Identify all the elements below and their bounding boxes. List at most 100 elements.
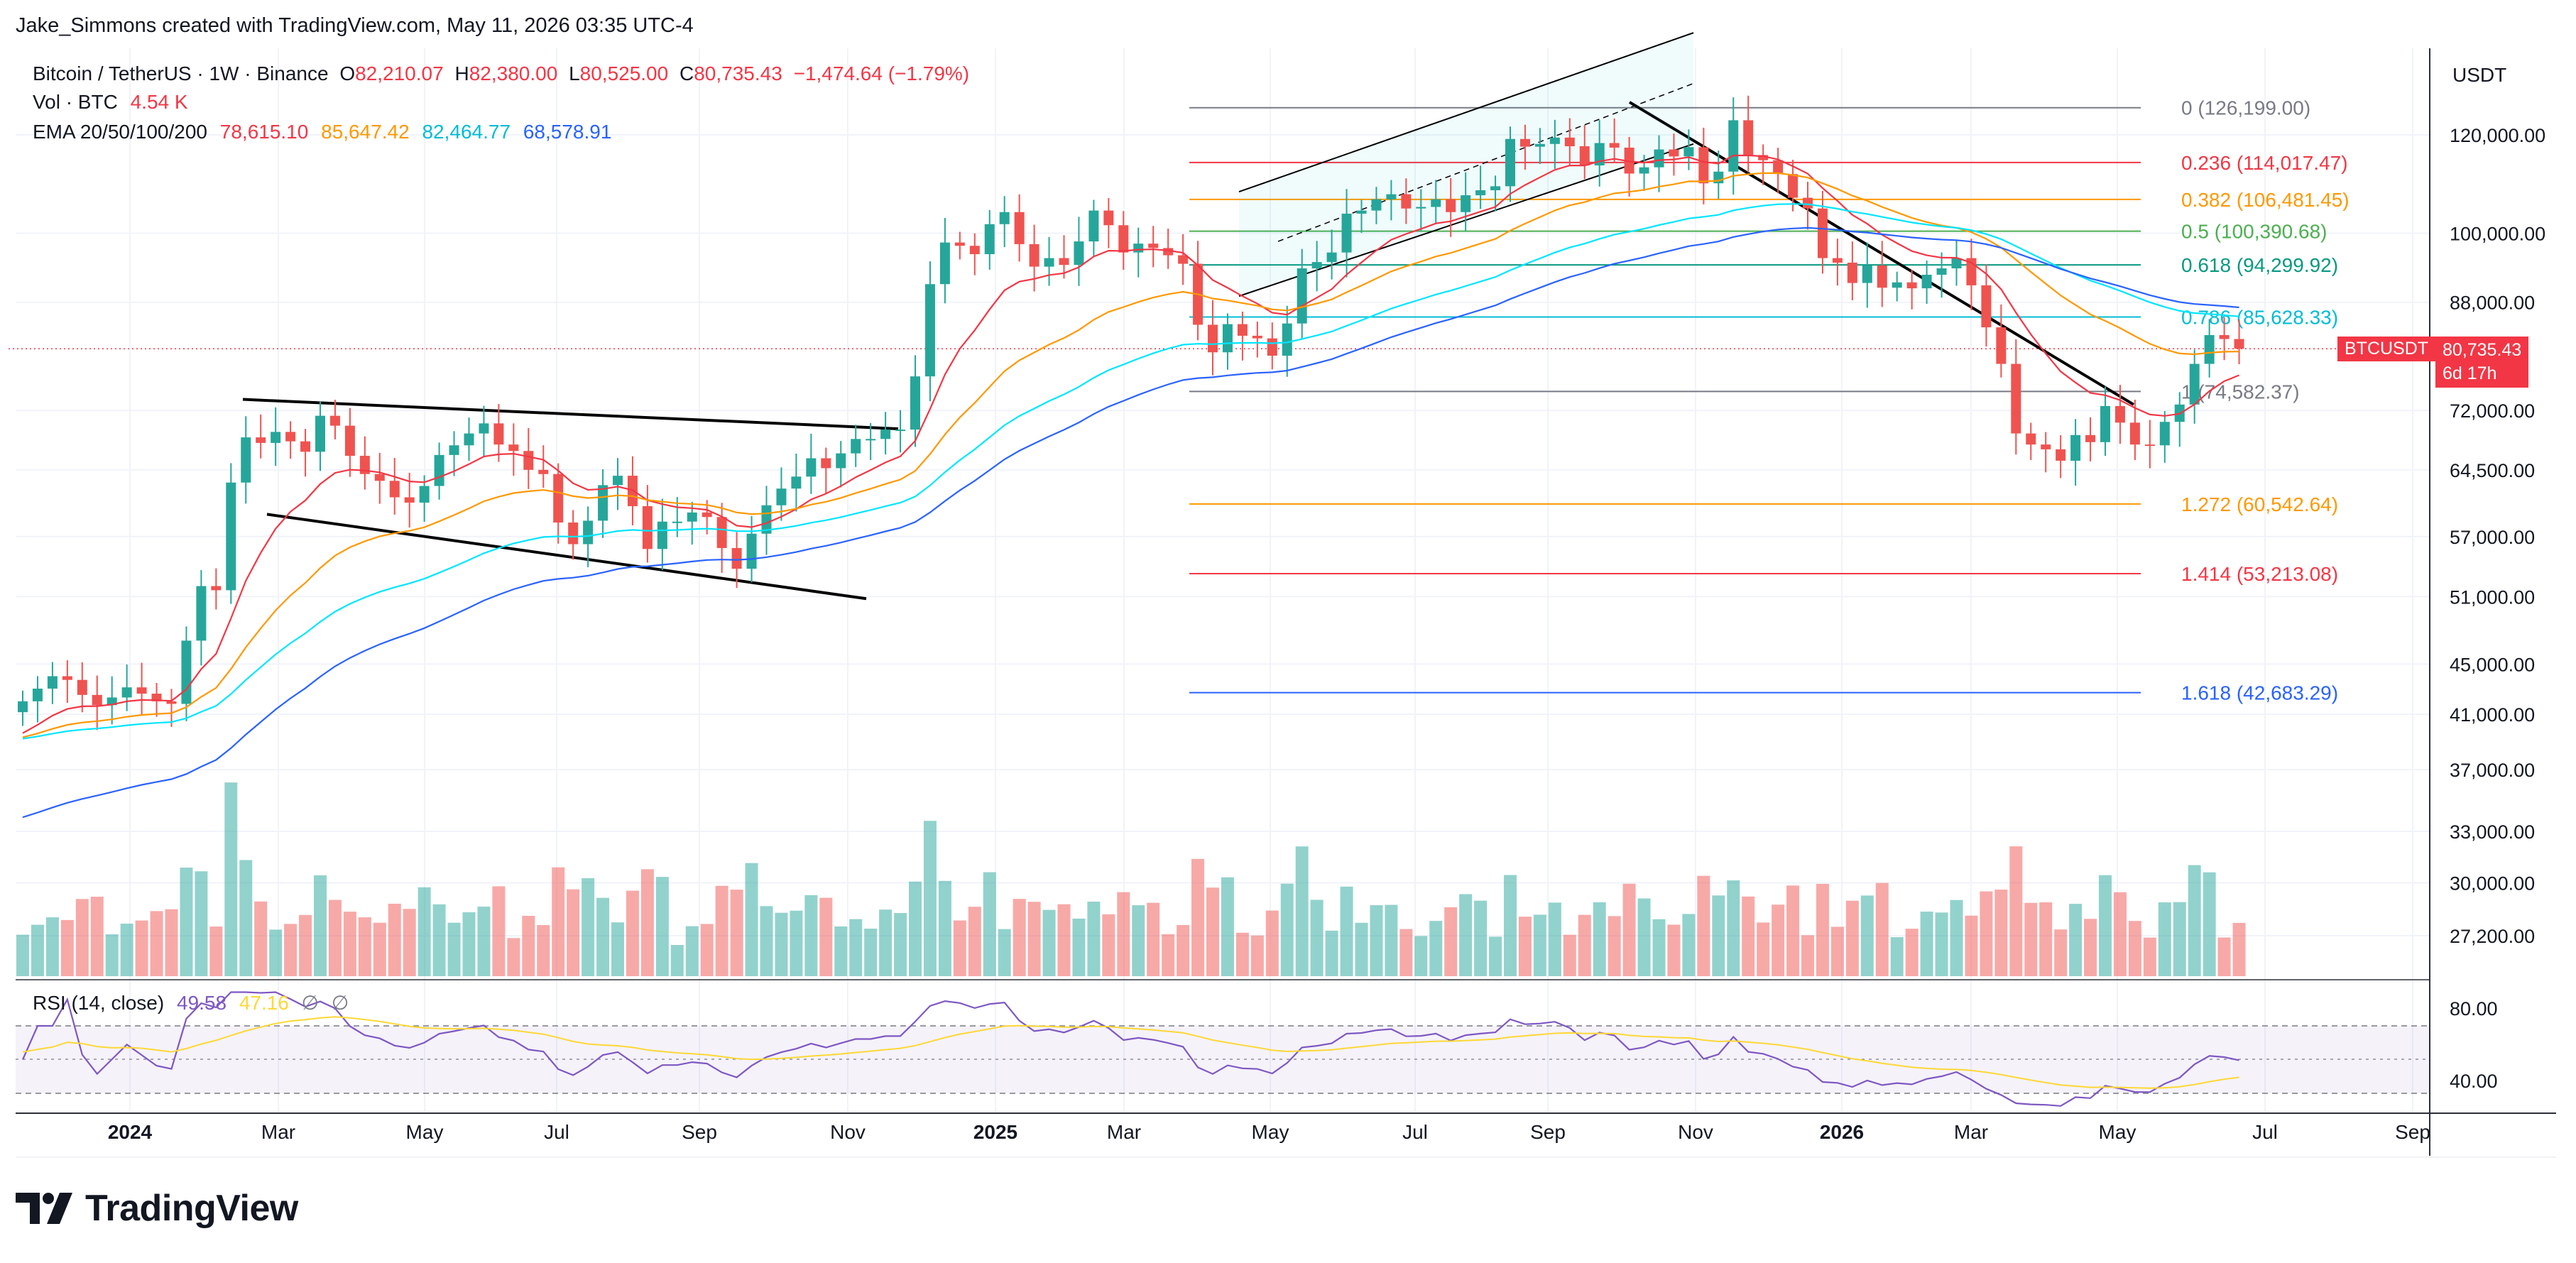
fib-level-label: 1.414 (53,213.08)	[2181, 563, 2338, 585]
candle-body	[1951, 258, 1962, 269]
volume-value: 4.54 K	[130, 91, 188, 113]
symbol-price-tag: BTCUSDT	[2337, 337, 2436, 361]
volume-bar	[626, 890, 639, 976]
candle-body	[851, 439, 861, 454]
volume-bar	[864, 929, 878, 976]
candle-body	[1519, 138, 1530, 147]
volume-bar	[2217, 937, 2231, 976]
candle-body	[2085, 434, 2096, 442]
candle-body	[1609, 143, 1620, 148]
volume-bar	[2054, 929, 2068, 976]
volume-bar	[432, 904, 446, 976]
ema-legend[interactable]: EMA 20/50/100/200 78,615.10 85,647.42 82…	[33, 121, 611, 143]
volume-bar	[1325, 930, 1338, 976]
fib-level-label: 1.618 (42,683.29)	[2181, 682, 2338, 704]
candle-body	[2159, 422, 2170, 446]
candle-body	[2219, 334, 2230, 339]
candle-body	[256, 437, 266, 443]
volume-bar	[537, 925, 550, 976]
ema-label: EMA 20/50/100/200	[33, 121, 207, 143]
volume-bar	[1042, 909, 1056, 976]
candle-body	[1118, 225, 1129, 253]
volume-bar	[1801, 935, 1814, 976]
volume-bar	[1459, 894, 1473, 976]
candle-body	[1475, 190, 1486, 196]
candle-body	[791, 476, 802, 489]
rsi-pane	[16, 991, 2430, 1107]
volume-bar	[314, 875, 327, 976]
candle-body	[806, 458, 817, 477]
volume-bar	[522, 916, 535, 976]
candle-body	[1208, 324, 1218, 353]
y-tick-label: 37,000.00	[2450, 760, 2535, 781]
volume-bar	[358, 917, 371, 976]
volume-bar	[209, 926, 223, 976]
candle-body	[1416, 207, 1426, 209]
candle-body	[166, 701, 177, 704]
rsi-value: 49.58	[176, 992, 227, 1014]
symbol-legend[interactable]: Bitcoin / TetherUS · 1W · Binance O82,21…	[33, 62, 969, 85]
volume-bar	[685, 926, 699, 976]
volume-bar	[2128, 921, 2141, 976]
close-label: C	[680, 62, 694, 84]
tradingview-logo[interactable]: TradingView	[16, 1187, 298, 1230]
ema100-value: 82,464.77	[422, 121, 511, 143]
candle-body	[1237, 324, 1248, 336]
candle-body	[687, 512, 697, 522]
candle-body	[2100, 405, 2110, 442]
candle-body	[1817, 208, 1828, 258]
volume-bar	[1117, 892, 1130, 976]
volume-bar	[1147, 902, 1160, 976]
volume-bar	[655, 877, 669, 976]
volume-bar	[2188, 865, 2201, 976]
rsi-tick-label: 40.00	[2450, 1071, 2498, 1092]
volume-bar	[998, 929, 1011, 976]
volume-bar	[1772, 904, 1785, 976]
x-tick-label: Mar	[261, 1121, 295, 1143]
volume-bar	[1593, 902, 1606, 976]
rsi-ma-value: 47.16	[239, 992, 289, 1014]
candle-body	[211, 586, 222, 591]
candle-body	[642, 505, 653, 550]
volume-bar	[1563, 934, 1576, 976]
ema20-line	[22, 154, 2239, 734]
trendlines[interactable]	[242, 32, 2135, 601]
volume-bar	[135, 920, 148, 976]
x-tick-label: Jul	[544, 1121, 569, 1143]
rsi-legend[interactable]: RSI (14, close) 49.58 47.16 ∅ ∅	[33, 991, 349, 1015]
candle-body	[1921, 274, 1932, 289]
x-tick-label: May	[1252, 1121, 1289, 1143]
fibonacci-retracement[interactable]: 0 (126,199.00) 0.236 (114,017.47) 0.382 (1…	[9, 97, 2430, 704]
candle-body	[702, 512, 712, 518]
axes[interactable]: 120,000.00 100,000.00 88,000.00 72,000.00 64…	[16, 48, 2556, 1158]
volume-bar	[1295, 846, 1309, 976]
candle-body	[2144, 444, 2155, 447]
candle-body	[1074, 241, 1084, 266]
candle-body	[107, 697, 117, 706]
candle-body	[300, 441, 311, 452]
volume-bar	[120, 923, 133, 976]
ema20-value: 78,615.10	[219, 121, 309, 143]
volume-bar	[2158, 902, 2171, 976]
y-tick-label: 33,000.00	[2450, 821, 2535, 843]
volume-bar	[670, 945, 684, 976]
volume-bar	[343, 912, 356, 976]
volume-bar	[819, 897, 833, 976]
currency-selector[interactable]: USDT	[2452, 64, 2507, 86]
candle-body	[2056, 449, 2066, 461]
candle-body	[1222, 324, 1233, 353]
candle-body	[1743, 120, 1754, 155]
volume-legend[interactable]: Vol · BTC 4.54 K	[33, 91, 188, 114]
volume-bar	[2024, 902, 2038, 976]
volume-bar	[462, 912, 476, 976]
volume-bar	[1221, 877, 1234, 976]
candle-body	[389, 481, 400, 498]
volume-bar	[492, 886, 506, 976]
candle-body	[1906, 282, 1917, 289]
candle-body	[374, 474, 385, 481]
candle-body	[568, 523, 579, 545]
volume-bar	[567, 889, 580, 976]
candle-body	[1877, 265, 1887, 288]
volume-bar	[1429, 921, 1443, 976]
